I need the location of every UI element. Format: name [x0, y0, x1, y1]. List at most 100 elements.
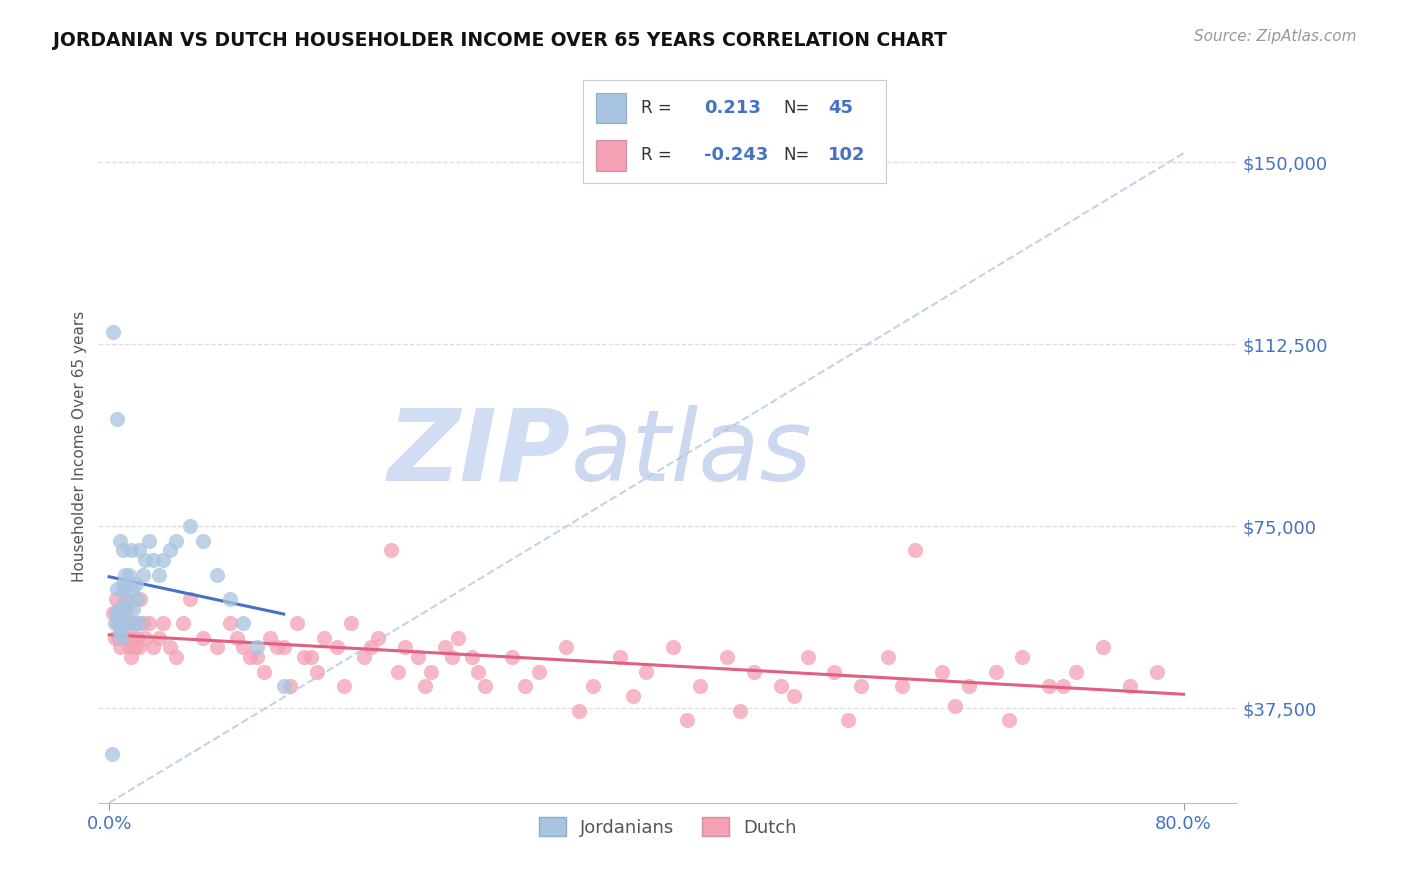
Point	[515, 679, 537, 693]
Point	[609, 650, 631, 665]
Point	[193, 631, 215, 645]
Point	[312, 631, 335, 645]
Text: ZIP: ZIP	[388, 405, 571, 501]
Point	[219, 616, 242, 631]
Point	[111, 607, 134, 621]
Point	[165, 650, 187, 665]
Text: R =: R =	[641, 146, 672, 164]
Point	[877, 650, 900, 665]
Text: N=: N=	[783, 99, 810, 117]
Point	[111, 577, 134, 591]
Point	[367, 631, 389, 645]
Point	[730, 704, 752, 718]
Point	[105, 616, 128, 631]
Point	[152, 616, 174, 631]
Point	[1011, 650, 1033, 665]
Point	[128, 640, 150, 655]
Point	[172, 616, 194, 631]
Point	[129, 591, 152, 606]
Point	[447, 631, 470, 645]
Text: N=: N=	[783, 146, 810, 164]
Point	[122, 601, 145, 615]
Point	[152, 553, 174, 567]
Point	[108, 533, 131, 548]
Point	[406, 650, 429, 665]
Point	[851, 679, 873, 693]
Point	[110, 616, 132, 631]
Point	[420, 665, 443, 679]
Point	[1091, 640, 1114, 655]
Point	[413, 679, 436, 693]
Point	[193, 533, 215, 548]
Point	[118, 640, 141, 655]
Point	[998, 713, 1021, 727]
Point	[114, 591, 136, 606]
Point	[134, 553, 156, 567]
Point	[823, 665, 845, 679]
Point	[246, 640, 269, 655]
Point	[239, 650, 262, 665]
Point	[124, 616, 146, 631]
Point	[127, 631, 149, 645]
Point	[127, 591, 149, 606]
Point	[122, 631, 145, 645]
Bar	[596, 140, 626, 170]
Point	[259, 631, 281, 645]
Point	[148, 631, 170, 645]
Point	[115, 616, 138, 631]
Point	[621, 689, 644, 703]
Bar	[596, 93, 626, 123]
Point	[1119, 679, 1142, 693]
Point	[104, 591, 127, 606]
Point	[931, 665, 953, 679]
Point	[103, 631, 125, 645]
Point	[108, 640, 131, 655]
Point	[769, 679, 792, 693]
Point	[165, 533, 187, 548]
Point	[568, 704, 591, 718]
Point	[108, 626, 131, 640]
Point	[353, 650, 375, 665]
Point	[107, 631, 129, 645]
Point	[115, 601, 138, 615]
Point	[292, 650, 315, 665]
Point	[103, 325, 125, 339]
Point	[299, 650, 322, 665]
Point	[112, 631, 135, 645]
Point	[252, 665, 274, 679]
Point	[307, 665, 329, 679]
Point	[527, 665, 550, 679]
Point	[142, 553, 165, 567]
Point	[125, 616, 148, 631]
Point	[124, 640, 146, 655]
Point	[107, 616, 129, 631]
Point	[114, 567, 136, 582]
Point	[280, 679, 302, 693]
Point	[1052, 679, 1074, 693]
Point	[273, 679, 295, 693]
Text: 102: 102	[828, 146, 866, 164]
Point	[232, 616, 254, 631]
Text: atlas: atlas	[571, 405, 813, 501]
Point	[128, 543, 150, 558]
Point	[716, 650, 738, 665]
Point	[159, 640, 181, 655]
Point	[225, 631, 247, 645]
Text: Source: ZipAtlas.com: Source: ZipAtlas.com	[1194, 29, 1357, 44]
Point	[159, 543, 181, 558]
Legend: Jordanians, Dutch: Jordanians, Dutch	[531, 810, 804, 844]
Point	[440, 650, 463, 665]
Point	[120, 650, 142, 665]
Point	[1064, 665, 1087, 679]
Point	[467, 665, 489, 679]
Point	[904, 543, 927, 558]
Point	[219, 591, 242, 606]
Point	[115, 591, 138, 606]
Point	[105, 582, 128, 597]
Point	[474, 679, 496, 693]
Point	[120, 543, 142, 558]
Point	[118, 567, 141, 582]
Point	[246, 650, 269, 665]
Point	[689, 679, 711, 693]
Point	[501, 650, 523, 665]
